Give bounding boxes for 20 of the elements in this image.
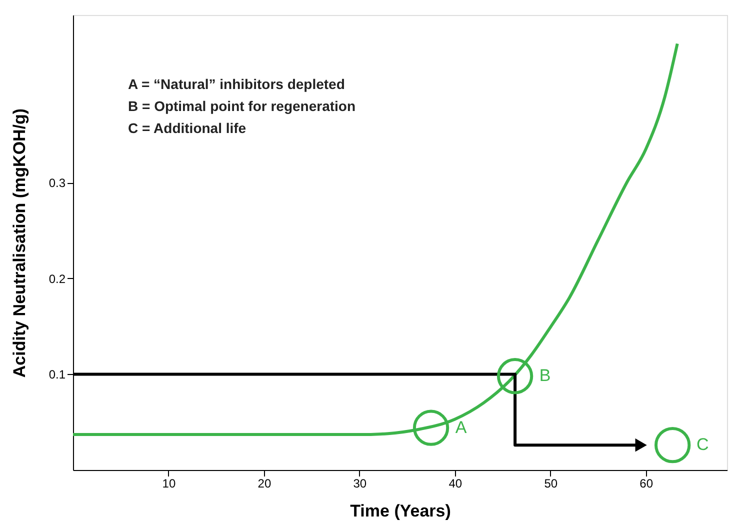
point <box>496 358 534 394</box>
annotation: C = Additional life <box>128 120 246 136</box>
x-axis-title: Time (Years) <box>350 502 451 520</box>
annotation: B = Optimal point for regeneration <box>128 98 356 114</box>
data-label: B <box>539 366 551 386</box>
x-tick-label: 10 <box>162 476 176 490</box>
y-tick-label: 0.2 <box>48 272 66 286</box>
y-tick-label: 0.1 <box>48 368 66 382</box>
point <box>412 410 450 446</box>
annotation: A = “Natural” inhibitors depleted <box>128 76 345 92</box>
y-axis-title: Acidity Neutralisation (mgKOH/g) <box>10 108 29 378</box>
x-tick-label: 30 <box>353 476 367 490</box>
data-label: A <box>455 418 468 437</box>
x-tick-label: 40 <box>448 476 462 490</box>
data-label: C <box>696 435 709 454</box>
y-tick-label: 0.3 <box>48 176 66 190</box>
x-tick-label: 50 <box>544 476 558 490</box>
x-tick-label: 20 <box>258 476 272 490</box>
x-tick-label: 60 <box>640 476 654 490</box>
point <box>654 427 691 464</box>
